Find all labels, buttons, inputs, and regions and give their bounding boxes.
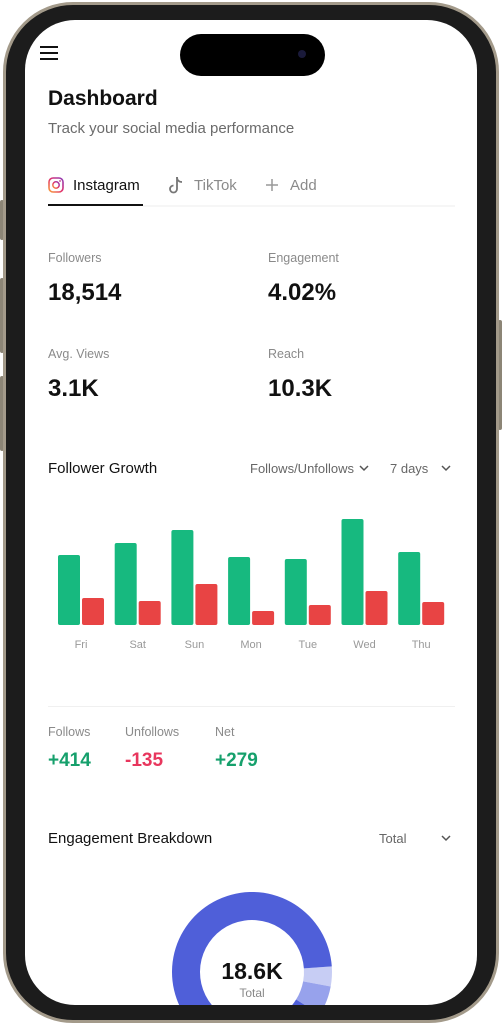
- x-tick-label: Wed: [353, 639, 375, 651]
- side-button: [498, 320, 502, 430]
- subtitle: Track your social media performance: [48, 120, 295, 137]
- divider: [48, 706, 455, 707]
- bar: [252, 611, 275, 625]
- camera: [298, 50, 306, 58]
- bar: [82, 598, 104, 625]
- bar: [308, 605, 331, 625]
- donut-segment: [296, 981, 331, 1005]
- bar: [195, 584, 218, 625]
- bar: [284, 559, 307, 625]
- side-button: [0, 278, 4, 353]
- donut-segment: [303, 966, 332, 987]
- stat-value: 10.3K: [268, 375, 333, 402]
- stat-label: Reach: [268, 347, 305, 361]
- bar: [171, 530, 194, 625]
- x-tick-label: Sun: [185, 639, 205, 651]
- tab[interactable]: Add: [290, 177, 317, 194]
- stat-value: 3.1K: [48, 375, 99, 402]
- side-button: [0, 200, 4, 240]
- donut-center-value: 18.6K: [221, 958, 283, 984]
- bar: [422, 602, 445, 625]
- stat-label: Engagement: [268, 251, 339, 265]
- plus-icon: [266, 179, 278, 191]
- x-tick-label: Sat: [129, 639, 146, 651]
- summary-value: +414: [48, 750, 91, 771]
- menu-icon[interactable]: [40, 46, 58, 60]
- side-button: [0, 376, 4, 451]
- chevron[interactable]: [359, 465, 369, 472]
- bar: [58, 555, 80, 625]
- summary-label: Unfollows: [125, 725, 180, 739]
- bar: [114, 543, 137, 625]
- chevron[interactable]: [441, 465, 451, 472]
- dropdown[interactable]: Follows/Unfollows: [250, 461, 355, 476]
- x-tick-label: Tue: [299, 639, 318, 651]
- stat-label: Avg. Views: [48, 347, 110, 361]
- donut-center-label: Total: [239, 986, 264, 1000]
- bar: [398, 552, 421, 625]
- x-tick-label: Mon: [240, 639, 261, 651]
- summary-label: Net: [215, 725, 235, 739]
- stat-value: 18,514: [48, 279, 122, 306]
- x-tick-label: Fri: [75, 639, 88, 651]
- tab[interactable]: Instagram: [73, 177, 140, 194]
- bar: [228, 557, 251, 625]
- summary-value: +279: [215, 750, 258, 771]
- screen: Fri Sat Sun Mon Tue Wed Thu 18.6K Total Dashboa…: [25, 20, 477, 1005]
- divider: [143, 205, 455, 207]
- dropdown[interactable]: Total: [379, 831, 407, 846]
- x-tick-label: Thu: [412, 639, 431, 651]
- dynamic-island: [180, 34, 325, 76]
- stat-label: Followers: [48, 251, 102, 265]
- tab-underline: [48, 204, 143, 206]
- bar: [365, 591, 388, 625]
- stat-value: 4.02%: [268, 279, 337, 306]
- summary-value: -135: [125, 750, 164, 771]
- section-title: Engagement Breakdown: [48, 830, 213, 847]
- section-title: Follower Growth: [48, 460, 158, 477]
- page-title: Dashboard: [48, 87, 158, 110]
- dropdown[interactable]: 7 days: [390, 461, 429, 476]
- tiktok-icon: [169, 176, 183, 194]
- chevron[interactable]: [441, 835, 451, 842]
- donut-segment: [172, 892, 332, 1005]
- instagram-icon: [48, 177, 64, 193]
- bar: [341, 519, 364, 625]
- canvas: Fri Sat Sun Mon Tue Wed Thu 18.6K Total: [40, 34, 455, 1005]
- summary-label: Follows: [48, 725, 91, 739]
- bar: [138, 601, 161, 625]
- tab[interactable]: TikTok: [194, 177, 237, 194]
